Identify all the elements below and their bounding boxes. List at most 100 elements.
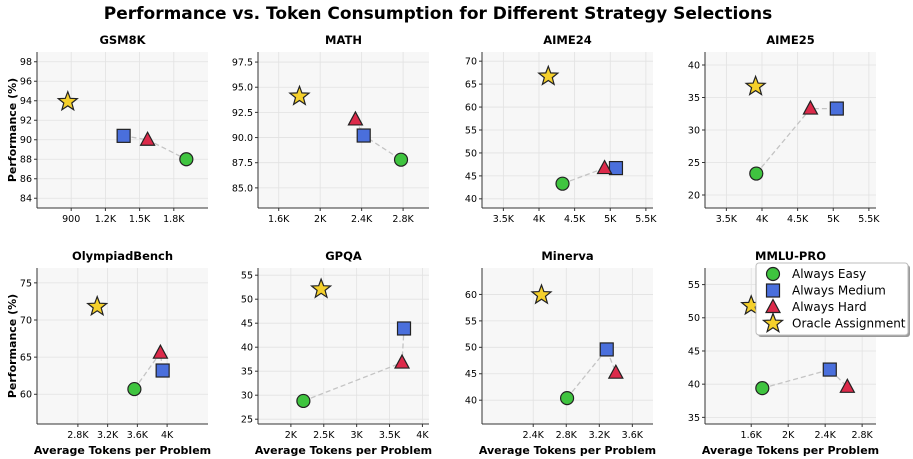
- y-tick-label: 40: [465, 396, 477, 407]
- point-medium: [822, 362, 837, 377]
- point-easy: [393, 152, 409, 167]
- y-tick-label: 45: [465, 171, 477, 182]
- y-tick-label: 50: [688, 313, 700, 324]
- point-hard: [802, 99, 819, 115]
- point-easy: [559, 390, 575, 406]
- x-axis-label: Average Tokens per Problem: [702, 444, 879, 457]
- point-oracle: [537, 64, 560, 86]
- panel-title: AIME24: [543, 33, 591, 47]
- y-tick-label: 70: [465, 57, 477, 68]
- y-tick-label: 92: [20, 116, 32, 127]
- y-tick-label: 50: [465, 148, 477, 159]
- y-tick-label: 88: [20, 155, 32, 166]
- y-tick-label: 40: [688, 60, 700, 71]
- x-tick-label: 4K: [756, 214, 769, 225]
- x-tick-label: 5.5K: [635, 214, 657, 225]
- x-tick-label: 4.5K: [787, 214, 809, 225]
- y-tick-label: 35: [688, 413, 700, 424]
- y-tick-label: 90.0: [232, 133, 253, 144]
- panel-math: 1.6K 2K 2.4K 2.8K 85.0 87.5 90.0 92.5 95.0 97.5 MA…: [232, 33, 429, 225]
- legend-label-easy: Always Easy: [792, 267, 866, 281]
- point-easy: [749, 166, 764, 181]
- panel-title: Minerva: [541, 249, 593, 263]
- x-tick-label: 2.8K: [67, 430, 89, 441]
- point-medium: [155, 363, 170, 378]
- x-tick-label: 3.2K: [97, 430, 119, 441]
- x-tick-label: 4K: [416, 430, 429, 441]
- y-tick-label: 35: [241, 367, 253, 378]
- y-tick-label: 95.0: [232, 83, 253, 94]
- y-tick-label: 65: [465, 80, 477, 91]
- x-tick-label: 2.4K: [351, 214, 373, 225]
- panels: 900 1.2K 1.5K 1.8K 84 86 88 90 92 94 96 98 GSM8K Perf…: [6, 33, 880, 457]
- y-tick-label: 40: [241, 343, 253, 354]
- point-medium: [396, 321, 412, 336]
- x-tick-label: 2.4K: [814, 430, 836, 441]
- x-tick-label: 4K: [533, 214, 546, 225]
- legend: Always Easy Always Medium Always Hard Oracl…: [755, 262, 910, 337]
- y-tick-label: 40: [465, 194, 477, 205]
- x-axis-label: Average Tokens per Problem: [34, 444, 211, 457]
- y-tick-label: 87.5: [232, 158, 253, 169]
- y-tick-label: 90: [20, 135, 32, 146]
- point-oracle: [530, 283, 553, 305]
- legend-label-hard: Always Hard: [792, 300, 867, 314]
- point-easy: [555, 176, 570, 191]
- x-tick-label: 3.6K: [622, 430, 644, 441]
- y-tick-label: 60: [465, 102, 477, 113]
- y-tick-label: 55: [465, 316, 477, 327]
- point-oracle: [288, 84, 311, 106]
- y-tick-label: 45: [465, 369, 477, 380]
- panel-title: MMLU-PRO: [755, 249, 826, 263]
- x-tick-label: 5K: [827, 214, 840, 225]
- y-tick-label: 94: [20, 96, 32, 107]
- x-tick-label: 3K: [351, 430, 364, 441]
- y-tick-label: 55: [688, 280, 700, 291]
- y-axis-label: Performance (%): [6, 78, 19, 182]
- plot-area: [37, 268, 208, 424]
- point-medium: [829, 101, 844, 116]
- x-tick-label: 3.5K: [493, 214, 515, 225]
- y-tick-label: 50: [465, 343, 477, 354]
- x-tick-label: 2K: [314, 214, 327, 225]
- x-tick-label: 3.6K: [127, 430, 149, 441]
- x-tick-label: 900: [62, 214, 80, 225]
- x-tick-label: 4K: [161, 430, 174, 441]
- y-tick-label: 70: [20, 315, 32, 326]
- y-tick-label: 45: [688, 346, 700, 357]
- y-tick-label: 50: [241, 295, 253, 306]
- y-tick-label: 25: [688, 158, 700, 169]
- point-oracle: [86, 294, 109, 317]
- point-easy: [296, 393, 311, 409]
- y-tick-label: 60: [20, 390, 32, 401]
- x-axis-label: Average Tokens per Problem: [255, 444, 432, 457]
- x-axis-label: Average Tokens per Problem: [479, 444, 656, 457]
- y-tick-label: 97.5: [232, 57, 253, 68]
- y-tick-label: 92.5: [232, 108, 253, 119]
- panel-title: AIME25: [766, 33, 814, 47]
- y-tick-label: 20: [688, 190, 700, 201]
- strategy-connector-line: [566, 348, 617, 399]
- point-medium: [116, 128, 131, 143]
- panel-gsm8k: 900 1.2K 1.5K 1.8K 84 86 88 90 92 94 96 98 GSM8K Perf…: [6, 33, 208, 225]
- y-tick-label: 85.0: [232, 183, 253, 194]
- y-tick-label: 60: [465, 290, 477, 301]
- point-hard: [394, 353, 411, 369]
- x-tick-label: 3.5K: [379, 430, 401, 441]
- point-medium: [599, 342, 614, 357]
- x-tick-label: 5.5K: [858, 214, 880, 225]
- figure-title: Performance vs. Token Consumption for Di…: [104, 4, 772, 24]
- legend-box: [755, 262, 909, 336]
- y-tick-label: 86: [20, 174, 32, 185]
- point-medium: [356, 128, 371, 143]
- point-oracle: [744, 74, 767, 96]
- x-tick-label: 1.5K: [129, 214, 151, 225]
- x-tick-label: 4.5K: [564, 214, 586, 225]
- panel-title: GPQA: [325, 249, 362, 263]
- x-tick-label: 1.6K: [268, 214, 290, 225]
- panel-title: OlympiadBench: [72, 249, 173, 263]
- panel-aime24: 3.5K 4K 4.5K 5K 5.5K 40 45 50 55 60 65 70 AIME24: [465, 33, 657, 225]
- x-tick-label: 2.8K: [556, 430, 578, 441]
- y-tick-label: 35: [688, 93, 700, 104]
- panel-aime25: 3.5K 4K 4.5K 5K 5.5K 20 25 30 35 40 AIME25: [688, 33, 880, 225]
